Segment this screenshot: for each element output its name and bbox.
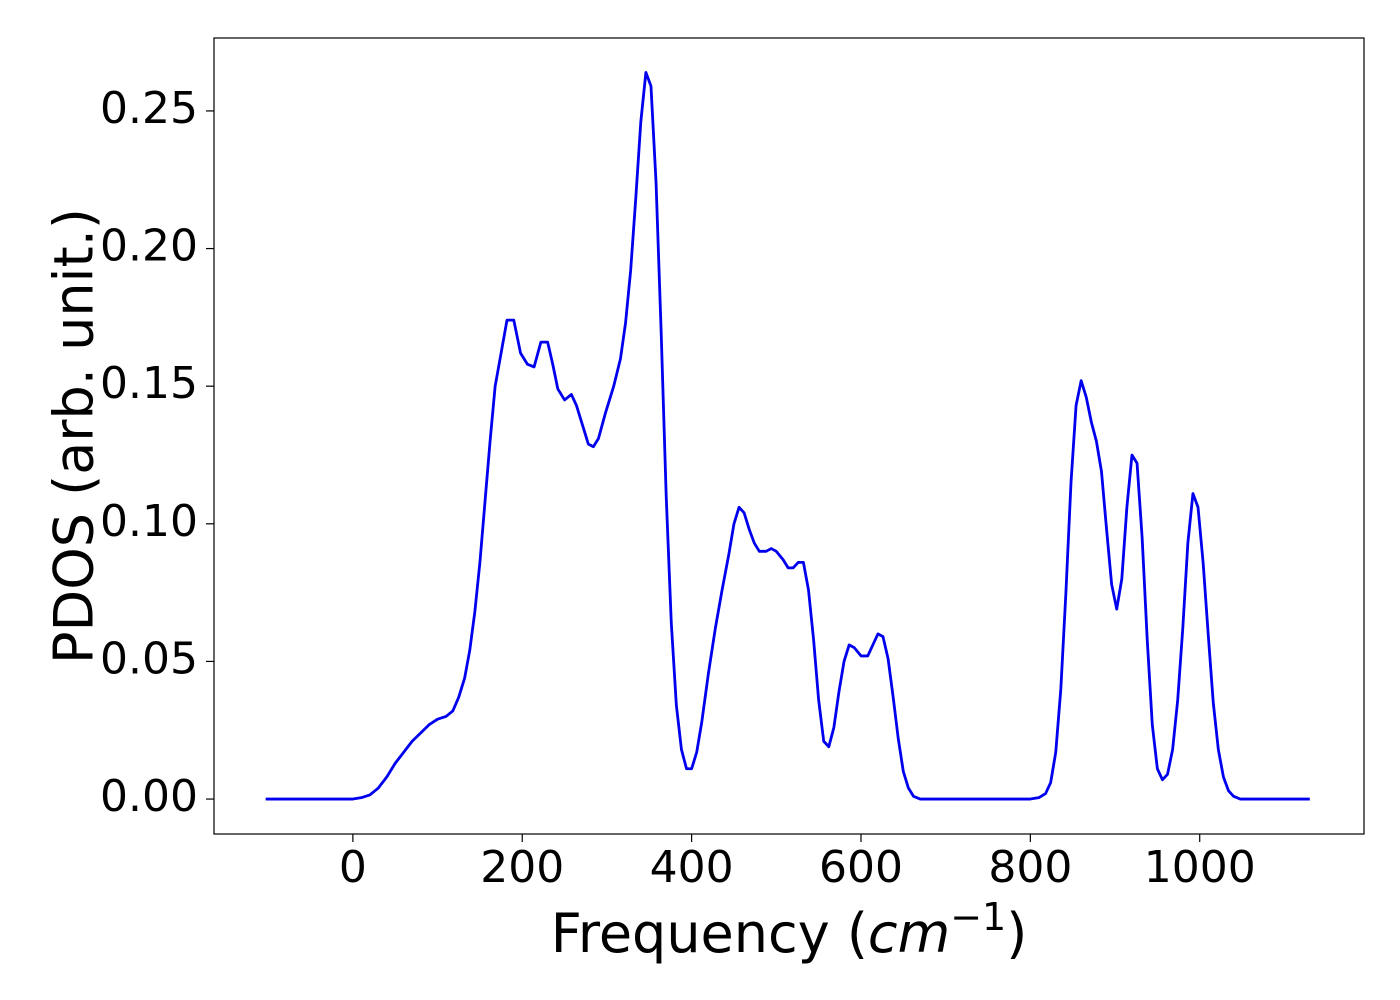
x-label-exponent: −1 bbox=[950, 895, 1006, 939]
x-tick-label: 0 bbox=[339, 842, 367, 893]
data-line bbox=[265, 71, 1310, 801]
plot-frame bbox=[213, 37, 1365, 835]
x-tick-label: 400 bbox=[650, 842, 734, 893]
x-tick-label: 600 bbox=[819, 842, 903, 893]
x-tick-label: 1000 bbox=[1144, 842, 1256, 893]
y-axis-label: PDOS (arb. unit.) bbox=[43, 208, 106, 664]
y-tick-label: 0.00 bbox=[100, 771, 198, 822]
y-tick-label: 0.05 bbox=[100, 633, 198, 684]
y-tick-label: 0.20 bbox=[100, 221, 198, 272]
y-tick-label: 0.25 bbox=[100, 83, 198, 134]
x-tick-label: 800 bbox=[988, 842, 1072, 893]
y-tick-label: 0.15 bbox=[100, 358, 198, 409]
x-axis-label: Frequency (cm−1) bbox=[551, 895, 1028, 965]
x-label-unit: cm bbox=[868, 902, 950, 965]
x-label-prefix: Frequency ( bbox=[551, 902, 868, 965]
x-label-suffix: ) bbox=[1006, 902, 1027, 965]
y-tick-label: 0.10 bbox=[100, 496, 198, 547]
x-tick-label: 200 bbox=[480, 842, 564, 893]
